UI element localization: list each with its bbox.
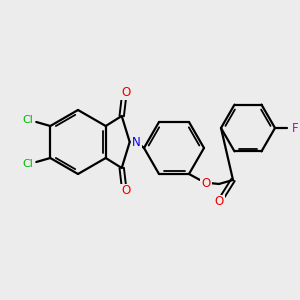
Text: F: F [292,122,298,134]
Text: O: O [201,178,211,190]
Text: O: O [214,196,224,208]
Text: O: O [121,184,130,197]
Text: N: N [132,136,141,148]
Text: O: O [121,86,130,100]
Text: Cl: Cl [23,115,34,125]
Text: Cl: Cl [23,159,34,169]
